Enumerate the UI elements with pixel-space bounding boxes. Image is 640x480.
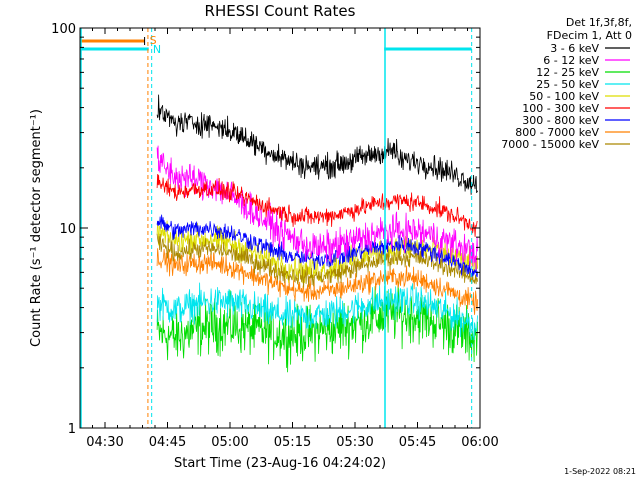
series-line-5 (156, 174, 478, 237)
legend-entry-label: 50 - 100 keV (529, 90, 599, 103)
x-axis-label: Start Time (23-Aug-16 04:24:02) (174, 456, 386, 471)
legend-entry-label: 12 - 25 keV (536, 66, 599, 79)
legend-entry-label: 7000 - 15000 keV (501, 138, 599, 151)
series-line-0 (156, 94, 478, 195)
series-layer (156, 94, 478, 373)
legend-header: Det 1f,3f,8f, (566, 16, 632, 29)
flag-s-label: S (150, 34, 157, 47)
series-line-1 (156, 145, 478, 271)
series-line-6 (156, 214, 478, 278)
series-line-8 (156, 233, 478, 288)
y-tick-label: 100 (51, 22, 76, 37)
series-line-7 (156, 248, 478, 315)
x-tick-label: 05:00 (211, 435, 248, 450)
overlay-layer: SN (80, 28, 473, 428)
timestamp: 1-Sep-2022 08:21 (564, 467, 636, 476)
x-tick-label: 06:00 (461, 435, 498, 450)
x-tick-label: 05:15 (274, 435, 311, 450)
legend-entry-label: 800 - 7000 keV (515, 126, 599, 139)
x-tick-label: 05:45 (399, 435, 436, 450)
legend-entry-label: 25 - 50 keV (536, 78, 599, 91)
chart-title: RHESSI Count Rates (205, 2, 356, 20)
y-axis-label: Count Rate (s⁻¹ detector segment⁻¹) (29, 109, 44, 347)
ticks-layer: 04:30 04:45 05:00 05:15 05:30 05:45 06:00 1 10 10… (51, 22, 499, 450)
x-tick-label: 04:45 (149, 435, 186, 450)
legend-entry-label: 6 - 12 keV (543, 54, 599, 67)
x-tick-label: 04:30 (86, 435, 123, 450)
y-tick-label: 1 (68, 422, 76, 437)
x-tick-label: 05:30 (336, 435, 373, 450)
legend-header: FDecim 1, Att 0 (547, 29, 632, 42)
legend-entry-label: 3 - 6 keV (550, 42, 599, 55)
series-line-4 (156, 220, 478, 283)
y-tick-label: 10 (59, 222, 76, 237)
series-line-3 (156, 282, 478, 341)
legend-entry-label: 100 - 300 keV (522, 102, 599, 115)
flag-n-label: N (153, 43, 161, 56)
legend-entry-label: 300 - 800 keV (522, 114, 599, 127)
